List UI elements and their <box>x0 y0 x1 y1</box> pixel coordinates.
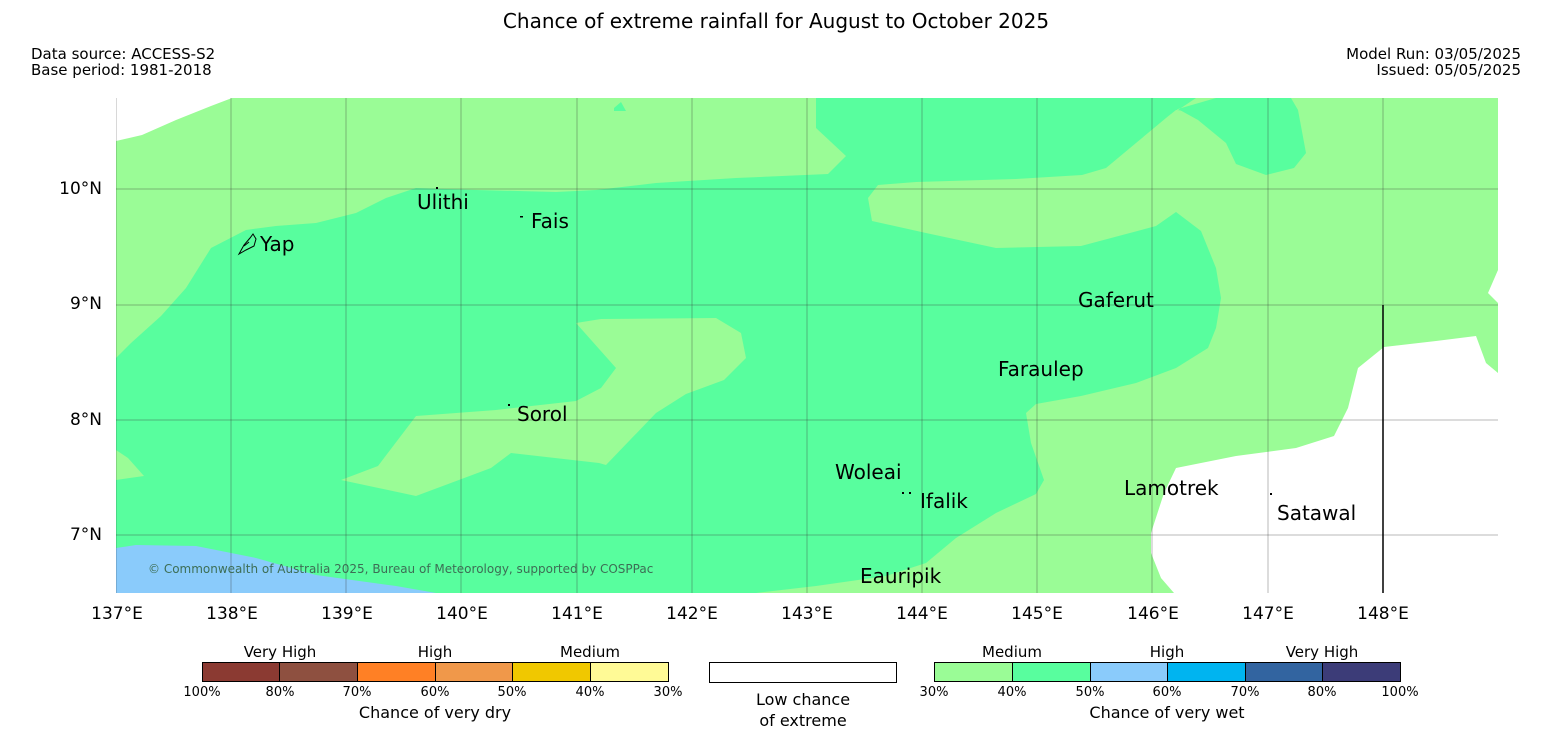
place-woleai: Woleai <box>835 460 902 484</box>
region-30-40-island-south <box>341 318 746 496</box>
place-faraulep: Faraulep <box>998 357 1084 381</box>
region-30-40-west-nub <box>116 450 144 480</box>
legend-wet-swatch-3 <box>1090 662 1168 682</box>
region-40-50-ne <box>1178 98 1306 175</box>
legend-dry-swatch-2 <box>279 662 358 682</box>
legend-wet-tick: 50% <box>1075 685 1105 700</box>
place-ulithi: Ulithi <box>417 190 469 214</box>
region-40-50-speck <box>614 102 626 111</box>
place-yap: Yap <box>260 232 295 256</box>
place-satawal: Satawal <box>1277 501 1357 525</box>
legend-wet-title: Chance of very wet <box>1089 703 1245 722</box>
legend-low-line2: of extreme <box>759 711 847 730</box>
legend-low-label: Low chance of extreme <box>709 689 897 731</box>
legend-wet-swatch-6 <box>1322 662 1401 682</box>
legend-wet-cat-high: High <box>1149 643 1185 661</box>
legend-wet-swatch-1 <box>934 662 1013 682</box>
base-period: Base period: 1981-2018 <box>31 61 212 79</box>
legend-dry-cat-medium: Medium <box>560 643 620 661</box>
lat-label-8n: 8°N <box>69 410 102 430</box>
legend-dry-swatch-4 <box>435 662 513 682</box>
island-dots <box>436 187 1272 495</box>
lon-label-147e: 147°E <box>1242 604 1294 624</box>
legend-wet-tick: 80% <box>1307 685 1337 700</box>
legend-low-swatch <box>709 662 897 683</box>
lon-label-142e: 142°E <box>666 604 718 624</box>
legend-dry-swatch-5 <box>512 662 591 682</box>
lon-label-138e: 138°E <box>206 604 258 624</box>
source-info: Data source: ACCESS-S2 Base period: 1981… <box>31 46 215 78</box>
legend-wet-tick: 30% <box>919 685 949 700</box>
legend-wet-cat-very-high: Very High <box>1285 643 1359 661</box>
legend-wet-tick: 60% <box>1152 685 1182 700</box>
region-0-30-west-edge <box>116 98 232 141</box>
legend-dry-tick: 100% <box>183 685 221 700</box>
lon-label-143e: 143°E <box>781 604 833 624</box>
run-info: Model Run: 03/05/2025 Issued: 05/05/2025 <box>1346 46 1521 78</box>
legend-dry-swatch-6 <box>590 662 669 682</box>
legend-dry-swatch-3 <box>357 662 436 682</box>
rainfall-map <box>116 98 1498 593</box>
island-yap <box>237 233 257 256</box>
place-fais: Fais <box>531 209 569 233</box>
graticule <box>116 98 1498 593</box>
lon-label-144e: 144°E <box>896 604 948 624</box>
legend-dry-cat-very-high: Very High <box>243 643 317 661</box>
data-source: Data source: ACCESS-S2 <box>31 45 216 63</box>
legend-wet-cat-medium: Medium <box>982 643 1042 661</box>
legend-wet-tick: 40% <box>997 685 1027 700</box>
legend-dry-title: Chance of very dry <box>358 703 512 722</box>
lat-label-7n: 7°N <box>69 525 102 545</box>
legend-dry-cat-high: High <box>417 643 453 661</box>
region-low-chance <box>1151 270 1498 593</box>
legend-wet-tick: 100% <box>1381 685 1419 700</box>
lon-label-145e: 145°E <box>1011 604 1063 624</box>
legend-dry-tick: 80% <box>265 685 295 700</box>
legend-wet-swatch-4 <box>1167 662 1246 682</box>
place-sorol: Sorol <box>517 402 568 426</box>
legend-dry-swatch-1 <box>202 662 280 682</box>
place-gaferut: Gaferut <box>1078 288 1154 312</box>
lon-label-146e: 146°E <box>1127 604 1179 624</box>
place-lamotrek: Lamotrek <box>1124 476 1219 500</box>
legend-dry-tick: 40% <box>575 685 605 700</box>
lon-label-141e: 141°E <box>551 604 603 624</box>
map-title: Chance of extreme rainfall for August to… <box>502 9 1050 33</box>
lon-label-140e: 140°E <box>436 604 488 624</box>
lon-label-148e: 148°E <box>1357 604 1409 624</box>
legend-dry-tick: 50% <box>497 685 527 700</box>
lat-label-10n: 10°N <box>59 179 102 199</box>
legend-wet-swatch-5 <box>1245 662 1323 682</box>
copyright-notice: © Commonwealth of Australia 2025, Bureau… <box>148 562 654 576</box>
legend-dry-tick: 70% <box>342 685 372 700</box>
legend-wet-swatch-2 <box>1012 662 1091 682</box>
legend-low-line1: Low chance <box>755 690 851 709</box>
region-50-60 <box>116 545 436 593</box>
lat-label-9n: 9°N <box>69 294 102 314</box>
lon-label-139e: 139°E <box>321 604 373 624</box>
legend-dry-tick: 60% <box>420 685 450 700</box>
model-run: Model Run: 03/05/2025 <box>1346 45 1521 63</box>
lon-label-137e: 137°E <box>91 604 143 624</box>
legend-wet-tick: 70% <box>1230 685 1260 700</box>
legend-dry-tick: 30% <box>653 685 683 700</box>
place-ifalik: Ifalik <box>920 489 968 513</box>
region-30-40-ne-trim <box>1166 98 1216 118</box>
place-eauripik: Eauripik <box>860 564 942 588</box>
issued-date: Issued: 05/05/2025 <box>1376 61 1521 79</box>
